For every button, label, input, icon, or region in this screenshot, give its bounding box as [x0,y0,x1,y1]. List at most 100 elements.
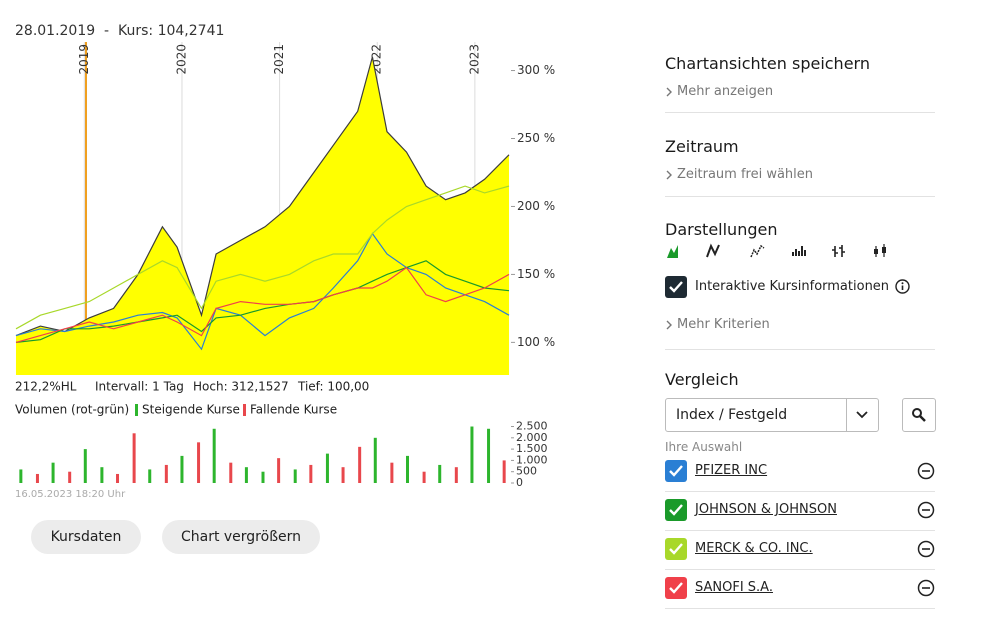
remove-icon[interactable] [917,579,935,597]
y-tick-label: 100 % [517,335,555,349]
y-tick-label: 1.500 [516,442,548,455]
link[interactable]: Mehr anzeigen [665,84,773,99]
checkbox[interactable] [665,538,687,560]
volume-bar [148,469,152,483]
y-tick-label: 300 % [517,63,555,77]
volume-bar [309,464,313,483]
link[interactable]: Zeitraum frei wählen [665,167,813,182]
stat: Tief: 100,00 [297,380,369,394]
remove-icon[interactable] [917,501,935,519]
section-title: Zeitraum [665,137,739,156]
link-text: Mehr anzeigen [677,84,774,99]
checkbox[interactable] [665,460,687,482]
line [15,260,510,343]
link-text: Mehr Kriterien [677,317,770,332]
remove-icon[interactable] [917,540,935,558]
volume-bar [51,462,55,483]
area [15,57,510,375]
volume-bar [244,467,248,483]
link[interactable]: Mehr Kriterien [665,317,770,332]
separator [665,349,935,350]
x-tick-label: 2023 [467,44,481,75]
check-icon [669,504,683,516]
volume-bar [293,469,297,483]
timestamp: 16.05.2023 18:20 Uhr [15,489,126,500]
volume-bar [100,467,104,483]
separator [665,196,935,197]
y-tick-label: 200 % [517,199,555,213]
separator [665,608,935,609]
volume-bar [116,473,120,483]
check [669,582,683,594]
section-title: Darstellungen [665,220,778,239]
separator [665,491,935,492]
check [669,465,683,477]
checkbox-label: Interaktive Kursinformationen [695,279,890,294]
select[interactable]: Index / Festgeld [665,398,879,432]
checkbox[interactable] [665,276,687,298]
volume-bar [470,426,474,483]
volume-bar [229,462,233,483]
search-button[interactable] [902,398,936,432]
checkbox[interactable] [665,499,687,521]
legend-swatch [243,404,246,416]
volume-bar [454,467,458,483]
item-label[interactable]: SANOFI S.A. [695,580,773,595]
volume-bar [180,455,184,483]
check [669,281,683,293]
volume-bar [261,471,265,483]
stat: Hoch: 312,1527 [193,380,289,394]
x-tick-label: 2020 [174,44,188,75]
volume-bar [212,428,216,483]
x-tick-label: 2021 [272,44,286,75]
item-label[interactable]: PFIZER INC [695,463,768,478]
chevron [666,170,672,179]
check-icon [669,582,683,594]
circle [917,462,935,480]
volume-bar [197,442,201,483]
button[interactable]: Kursdaten [31,520,141,554]
volume-bar [373,437,377,483]
volume-bar [325,453,329,483]
item-label[interactable]: MERCK & CO. INC. [695,541,813,556]
y-tick-label: 250 % [517,131,555,145]
chevron [666,320,672,329]
volume-bar [422,471,426,483]
separator [665,569,935,570]
separator [665,530,935,531]
y-tick-label: 2.500 [516,420,548,433]
chart-type-icons[interactable] [665,242,895,260]
chevron [666,87,672,96]
section-title: Chartansichten speichern [665,54,870,73]
circle [917,501,935,519]
y-tick-label: 2.000 [516,431,548,444]
line [15,266,510,343]
check-icon [669,281,683,293]
line [15,185,510,330]
chart: 28.01.2019 - Kurs: 104,2741 212,2%HL Int… [15,23,555,500]
divider [846,399,847,431]
volume-bar [35,473,39,483]
checkbox[interactable] [665,577,687,599]
chevron-down [856,411,868,419]
volume-title: Volumen (rot-grün) [15,403,129,417]
circle [917,540,935,558]
volume-bar [502,460,506,483]
selection-label: Ihre Auswahl [665,440,743,454]
volume-bar [438,464,442,483]
legend-swatch [135,404,138,416]
button[interactable]: Chart vergrößern [162,520,320,554]
info-icon[interactable] [895,279,910,294]
item-label[interactable]: JOHNSON & JOHNSON [695,502,837,517]
remove-icon[interactable] [917,462,935,480]
y-tick-label: 1.000 [516,453,548,466]
volume-bar [358,446,362,483]
volume-bar [341,467,345,483]
circle [917,579,935,597]
volume-bar [277,458,281,483]
y-tick-label: 0 [516,476,523,489]
link-text: Zeitraum frei wählen [677,167,814,182]
separator [665,112,935,113]
line [15,56,510,337]
select-text: Index / Festgeld [676,407,788,423]
